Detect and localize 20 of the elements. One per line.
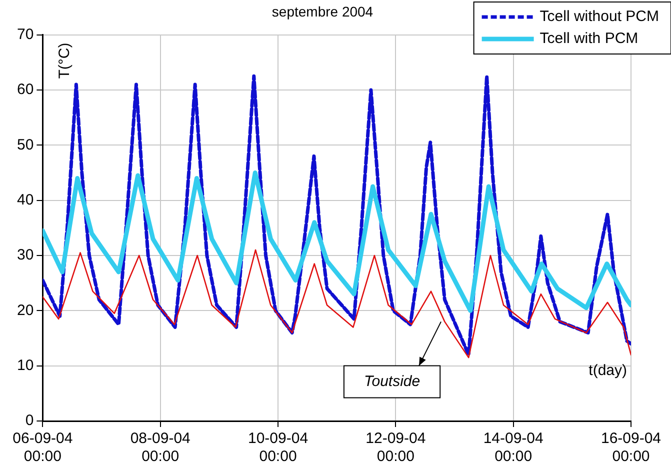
y-tick-label: 30 [16, 246, 34, 264]
y-tick-label: 10 [16, 356, 34, 374]
x-tick-label: 08-09-04 00:00 [130, 430, 190, 466]
chart-title: septembre 2004 [272, 3, 374, 20]
legend-label: Tcell with PCM [540, 30, 638, 48]
x-tick-label: 12-09-04 00:00 [366, 430, 426, 466]
y-tick-label: 40 [16, 191, 34, 208]
y-tick-label: 70 [16, 26, 34, 43]
x-tick-label: 16-09-04 00:00 [600, 430, 662, 466]
x-tick-label: 06-09-04 00:00 [12, 430, 73, 466]
x-tick-label: 10-09-04 00:00 [248, 430, 308, 466]
x-axis-title: t(day) [588, 362, 628, 380]
legend-label: Tcell without PCM [540, 8, 659, 26]
y-tick-label: 20 [16, 302, 34, 319]
y-tick-label: 50 [16, 136, 34, 154]
annotation: Toutside [364, 372, 420, 390]
y-axis-title: T(°C) [56, 42, 73, 79]
y-tick-label: 60 [16, 81, 34, 98]
y-tick-label: 0 [25, 412, 34, 430]
x-tick-label: 14-09-04 00:00 [483, 430, 544, 466]
